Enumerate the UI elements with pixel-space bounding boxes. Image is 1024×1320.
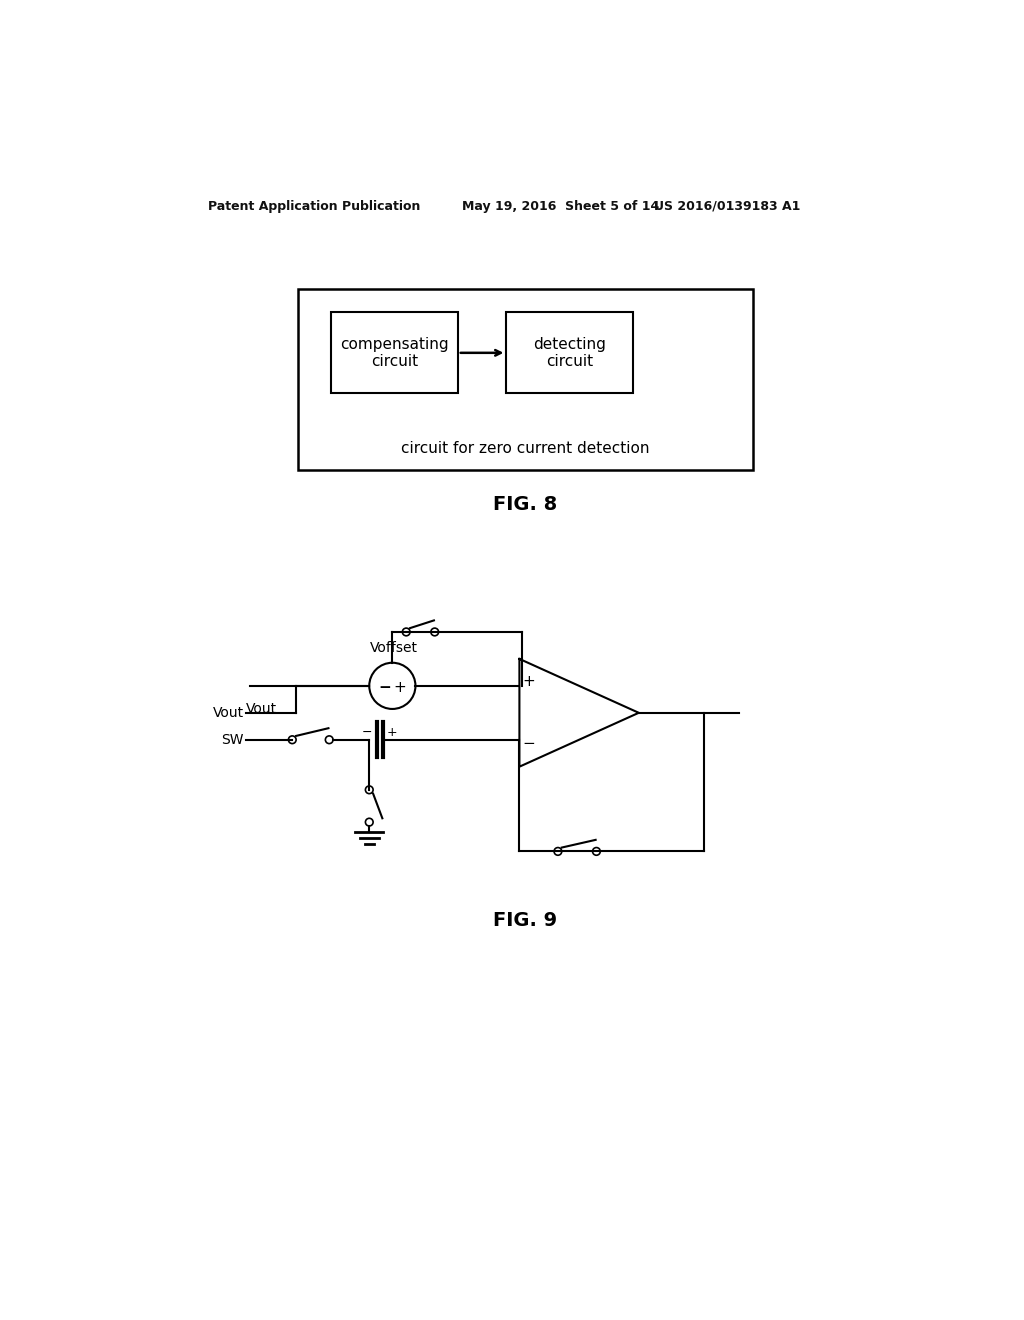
- Text: Patent Application Publication: Patent Application Publication: [208, 199, 420, 213]
- Text: FIG. 8: FIG. 8: [493, 495, 557, 515]
- Text: SW: SW: [221, 733, 244, 747]
- Bar: [298, 289, 753, 470]
- Text: US 2016/0139183 A1: US 2016/0139183 A1: [654, 199, 801, 213]
- Text: −: −: [378, 680, 391, 694]
- Text: −: −: [361, 726, 373, 739]
- Text: compensating
circuit: compensating circuit: [340, 337, 449, 370]
- Bar: [506, 313, 634, 393]
- Text: −: −: [522, 737, 535, 751]
- Text: Voffset: Voffset: [370, 642, 418, 655]
- Text: Vout: Vout: [246, 702, 278, 715]
- Text: May 19, 2016  Sheet 5 of 14: May 19, 2016 Sheet 5 of 14: [462, 199, 658, 213]
- Text: detecting
circuit: detecting circuit: [534, 337, 606, 370]
- Text: FIG. 9: FIG. 9: [493, 911, 557, 931]
- Text: +: +: [393, 680, 407, 694]
- Text: Vout: Vout: [213, 706, 244, 719]
- Text: +: +: [522, 675, 535, 689]
- Text: +: +: [387, 726, 397, 739]
- Text: circuit for zero current detection: circuit for zero current detection: [401, 441, 650, 457]
- Bar: [331, 313, 458, 393]
